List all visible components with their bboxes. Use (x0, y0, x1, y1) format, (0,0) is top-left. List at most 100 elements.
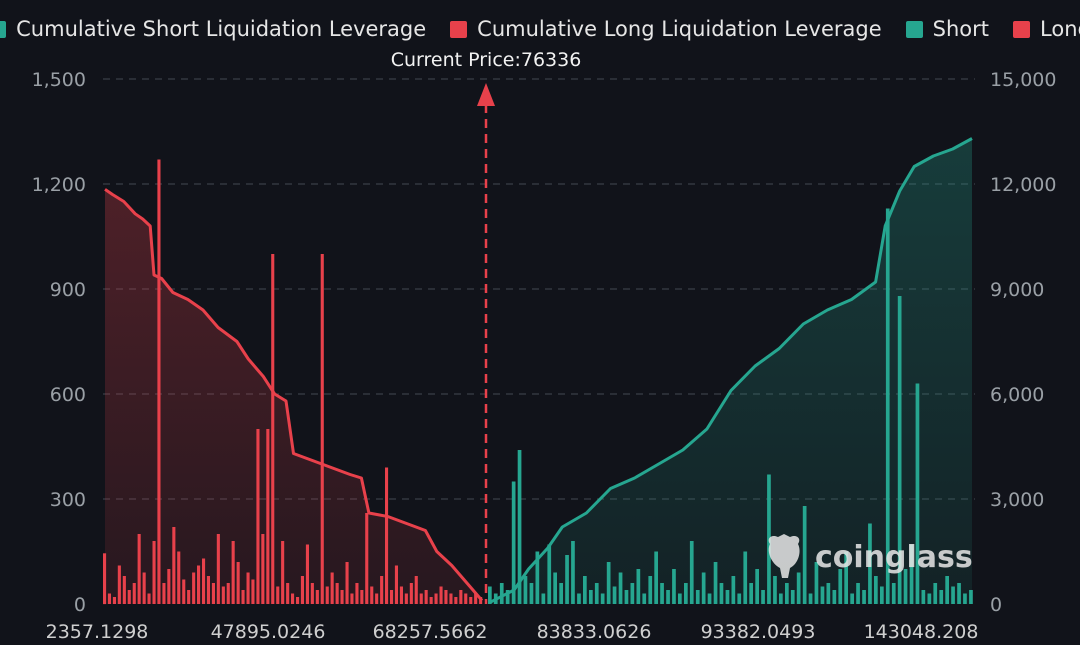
short-bar (719, 583, 724, 604)
y-left-tick-label: 600 (50, 384, 86, 406)
short-bar (701, 572, 706, 604)
short-bar (868, 523, 872, 604)
x-tick-label: 93382.0493 (701, 621, 816, 643)
long-bar (187, 590, 191, 604)
legend-label: Cumulative Short Liquidation Leverage (16, 17, 427, 41)
short-bar (808, 593, 813, 604)
legend-item-cumulative-long[interactable]: Cumulative Long Liquidation Leverage (450, 17, 882, 41)
long-bar (226, 583, 230, 604)
long-bar (330, 572, 334, 604)
cumulative-short-line (489, 137, 973, 604)
short-bar (606, 562, 611, 604)
short-bar (660, 583, 664, 604)
short-bar (885, 208, 890, 604)
long-bar (350, 593, 354, 604)
short-bar (678, 593, 682, 604)
short-bar (796, 572, 801, 604)
long-bar (281, 541, 285, 604)
long-bar (429, 597, 433, 604)
cumulative-short-area (490, 138, 972, 604)
long-bar (345, 562, 349, 604)
short-bar (666, 590, 670, 604)
y-right-tick-label: 6,000 (990, 384, 1044, 406)
short-bar (654, 551, 658, 604)
x-tick-label: 68257.5662 (373, 621, 488, 643)
long-bar (365, 513, 369, 604)
short-bar (939, 590, 944, 604)
long-bar (162, 583, 166, 604)
long-bar (251, 579, 255, 604)
short-bar (880, 586, 884, 604)
long-bar (360, 590, 364, 604)
long-bar (300, 576, 304, 604)
coinglass-logo-shape (768, 534, 800, 578)
short-bar (838, 569, 843, 604)
short-bar (707, 593, 712, 604)
current-price-label: Current Price:76336 (391, 49, 582, 71)
coinglass-watermark-text: coinglass (815, 540, 973, 575)
short-bar (511, 481, 516, 604)
long-bar (246, 572, 250, 604)
liquidation-bars (103, 159, 973, 605)
chart-legend: Cumulative Short Liquidation Leverage Cu… (0, 14, 1080, 44)
y-left-tick-label: 1,200 (32, 174, 86, 196)
long-bar (192, 572, 196, 604)
short-bar (684, 583, 688, 604)
y-left-tick-label: 0 (74, 594, 86, 616)
long-bar (385, 467, 389, 604)
long-bar (434, 593, 438, 604)
short-bar (737, 593, 742, 604)
short-bar (535, 551, 540, 604)
short-bar (565, 555, 569, 604)
short-bar (945, 576, 949, 604)
legend-swatch (450, 20, 468, 38)
short-bar (957, 583, 961, 604)
long-bar (404, 593, 408, 604)
short-bar (689, 541, 694, 604)
long-bar (127, 590, 131, 604)
x-tick-label: 2357.1298 (46, 621, 149, 643)
short-bar (594, 583, 599, 604)
y-left-tick-label: 1,500 (32, 69, 86, 91)
long-bar (394, 565, 398, 604)
long-bar (444, 590, 448, 604)
long-bar (236, 562, 240, 604)
long-bar (167, 569, 171, 604)
short-bar (927, 593, 932, 604)
long-bar (315, 590, 319, 604)
short-bar (779, 593, 783, 604)
short-bar (630, 583, 635, 604)
short-bar (642, 593, 647, 604)
short-bar (505, 590, 510, 604)
long-bar (107, 593, 111, 604)
current-price-marker: Current Price:76336 (391, 49, 582, 604)
long-bar (355, 583, 359, 604)
long-bar (216, 534, 220, 604)
short-bar (826, 583, 831, 604)
short-bar (963, 593, 967, 604)
short-bar (600, 593, 605, 604)
cumulative-areas (105, 138, 972, 605)
long-bar (464, 593, 468, 604)
long-bar (320, 254, 324, 604)
long-bar (439, 586, 443, 604)
x-tick-label: 143048.208 (864, 621, 979, 643)
legend-item-long[interactable]: Long (1013, 17, 1080, 41)
long-bar (424, 590, 428, 604)
legend-label: Cumulative Long Liquidation Leverage (477, 17, 882, 41)
legend-item-cumulative-short[interactable]: Cumulative Short Liquidation Leverage (0, 17, 426, 41)
short-bar (921, 590, 926, 604)
long-bar (399, 586, 403, 604)
short-bar (517, 450, 522, 604)
long-bar (390, 590, 394, 604)
short-bar (488, 586, 492, 604)
y-right-tick-label: 9,000 (990, 279, 1044, 301)
cumulative-long-line (104, 188, 484, 602)
short-bar (903, 569, 908, 604)
legend-swatch (905, 20, 923, 38)
legend-item-short[interactable]: Short (905, 17, 989, 41)
short-bar (785, 583, 789, 604)
short-bar (773, 576, 777, 604)
legend-swatch (0, 20, 7, 38)
long-bar (241, 590, 245, 604)
